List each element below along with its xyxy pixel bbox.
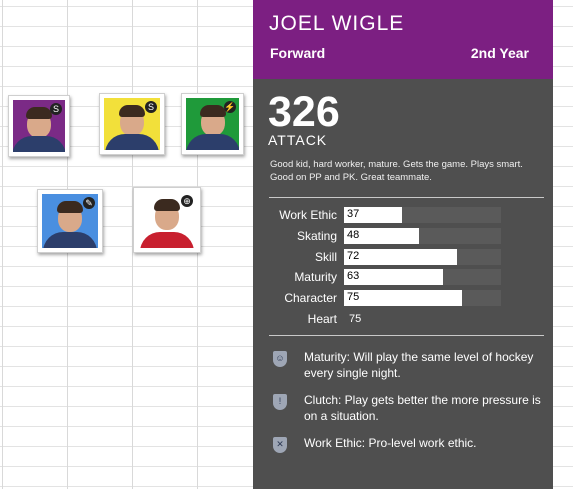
tools-shield-icon: ✕ <box>273 437 287 453</box>
player-photo: S <box>104 98 160 150</box>
player-score: 326 <box>268 88 340 136</box>
stat-label-heart: Heart <box>307 312 337 326</box>
stat-value: 63 <box>347 270 360 282</box>
stat-value: 48 <box>347 229 360 241</box>
face-shield-icon: ☺ <box>273 351 287 367</box>
stat-bar: 72 <box>344 249 501 265</box>
stat-label: Maturity <box>294 270 337 284</box>
stat-label: Character <box>284 291 337 305</box>
skill-badge-icon: ⚡ <box>224 101 236 113</box>
skill-badge-icon: ✎ <box>83 197 95 209</box>
stat-value: 37 <box>347 208 360 220</box>
skill-badge-icon: S <box>50 103 62 115</box>
stat-bar: 37 <box>344 207 501 223</box>
stat-bar-fill <box>344 249 458 265</box>
player-photo: ⚡ <box>186 98 239 150</box>
stat-value: 72 <box>347 250 360 262</box>
player-position: Forward <box>270 45 326 61</box>
stat-bar: 75 <box>344 290 501 306</box>
player-card-1[interactable]: S <box>8 95 70 157</box>
player-photo: S <box>13 100 65 152</box>
player-card-2[interactable]: S <box>99 93 165 155</box>
player-name: JOEL WIGLE <box>269 12 405 35</box>
player-detail-panel: JOEL WIGLE Forward 2nd Year 326 ATTACK G… <box>253 0 553 489</box>
player-description: Good kid, hard worker, mature. Gets the … <box>270 159 523 183</box>
stat-label: Skill <box>314 250 337 264</box>
player-score-type: ATTACK <box>268 132 328 148</box>
divider <box>269 197 544 198</box>
divider <box>269 335 544 336</box>
player-card-3[interactable]: ⚡ <box>181 93 244 155</box>
stat-value: 75 <box>347 291 360 303</box>
stat-bar: 48 <box>344 228 501 244</box>
stat-value-heart: 75 <box>349 313 362 325</box>
exclamation-shield-icon: ! <box>273 394 287 410</box>
stat-bar-fill <box>344 290 462 306</box>
trait-text: Work Ethic: Pro-level work ethic. <box>304 436 477 450</box>
skill-badge-icon: ⊕ <box>181 195 193 207</box>
stat-bar-fill <box>344 269 443 285</box>
player-header: JOEL WIGLE Forward 2nd Year <box>253 0 553 79</box>
trait-text: Clutch: Play gets better the more pressu… <box>304 393 541 423</box>
player-photo: ⊕ <box>138 192 196 248</box>
stat-bar-fill <box>344 207 403 223</box>
trait-text: Maturity: Will play the same level of ho… <box>304 350 534 380</box>
player-card-4[interactable]: ✎ <box>37 189 103 253</box>
stat-bar-fill <box>344 228 420 244</box>
skill-badge-icon: S <box>145 101 157 113</box>
stat-bar: 63 <box>344 269 501 285</box>
player-year: 2nd Year <box>470 45 529 61</box>
stat-label: Skating <box>296 229 337 243</box>
stat-label: Work Ethic <box>279 208 337 222</box>
player-card-5[interactable]: ⊕ <box>133 187 201 253</box>
player-photo: ✎ <box>42 194 98 248</box>
